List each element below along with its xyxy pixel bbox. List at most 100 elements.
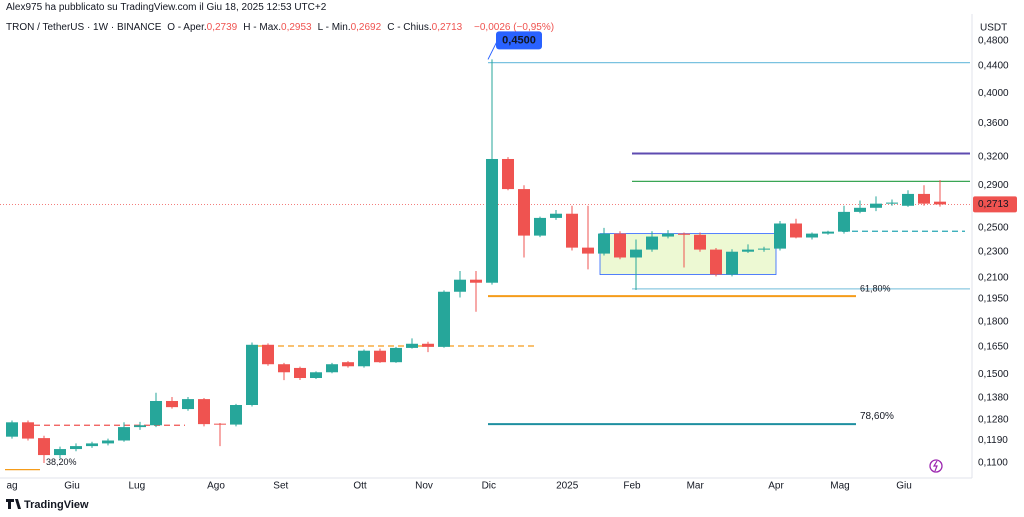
candle-body (710, 249, 722, 275)
candle-body (102, 440, 114, 444)
x-tick-label: Set (273, 481, 288, 492)
y-tick-label: 0,3600 (978, 118, 1009, 129)
y-tick-label: 0,1100 (978, 458, 1008, 469)
candle-body (406, 343, 418, 348)
icon-bolt (932, 460, 938, 472)
candle-body (854, 207, 866, 212)
candle-body (150, 400, 162, 426)
x-tick-label: Dic (482, 481, 496, 492)
legend-value: 0,2739 (206, 22, 238, 33)
y-tick-label: 0,1650 (978, 342, 1009, 353)
candle-body (326, 364, 338, 373)
candle-body (582, 247, 594, 254)
candle-body (182, 399, 194, 410)
candle-body (358, 350, 370, 367)
candle-body (646, 236, 658, 250)
legend-line: TRON / TetherUS · 1W · BINANCE O - Aper.… (6, 22, 557, 33)
y-tick-label: 0,2300 (978, 246, 1009, 257)
candle-body (6, 422, 18, 437)
y-tick-label: 0,4800 (978, 36, 1009, 47)
candle-body (534, 217, 546, 236)
candle-body (502, 158, 514, 190)
candle-body (870, 203, 882, 208)
candle-body (726, 251, 738, 275)
legend-name: O - Aper. (167, 22, 207, 33)
candle-body (230, 404, 242, 425)
candle-body (742, 249, 754, 252)
candle-body (902, 193, 914, 206)
callout-line (487, 41, 498, 60)
candle-body (662, 233, 674, 237)
candle-body (134, 425, 146, 428)
candle-body (886, 202, 898, 204)
candle-body (550, 213, 562, 218)
x-tick-label: Apr (768, 481, 784, 492)
candle-body (470, 279, 482, 283)
candle-body (310, 372, 322, 379)
y-tick-label: 0,1380 (978, 393, 1009, 404)
candle-body (678, 233, 690, 235)
x-tick-label: 2025 (556, 481, 579, 492)
candle-body (246, 344, 258, 405)
symbol-title: TRON / TetherUS · 1W · BINANCE (6, 22, 162, 33)
ohlc-legend: O - Aper.0,2739 H - Max.0,2953 L - Min. 0,2… (167, 22, 468, 33)
legend-name: C - Chius. (387, 22, 432, 33)
candle-body (166, 400, 178, 408)
candle-body (598, 233, 610, 254)
candle-body (70, 446, 82, 450)
legend-name: H - Max. (243, 22, 282, 33)
y-tick-label: 0,2500 (978, 222, 1009, 233)
candle-body (118, 427, 130, 441)
candle-body (342, 362, 354, 367)
callout-box (496, 31, 542, 50)
y-tick-label: 0,1800 (978, 317, 1009, 328)
candle-body (614, 233, 626, 258)
candle-body (262, 344, 274, 365)
x-tick-label: Giu (64, 481, 80, 492)
callout-label: 0,4500 (502, 34, 536, 46)
y-tick-label: 0,1500 (978, 369, 1009, 380)
candle-body (934, 201, 946, 205)
candle-body (22, 422, 34, 439)
candle-body (630, 249, 642, 258)
x-tick-label: Ago (207, 481, 225, 492)
x-tick-label: Mar (687, 481, 705, 492)
level-label: 38,20% (46, 457, 77, 467)
candle-body (694, 234, 706, 250)
y-tick-label: 0,2100 (978, 272, 1009, 283)
candle-body (38, 438, 50, 456)
candle-body (822, 231, 834, 234)
candle-body (486, 158, 498, 283)
legend-value: 0,2953 (281, 22, 312, 33)
x-tick-label: Mag (830, 481, 849, 492)
icon[interactable] (929, 459, 943, 473)
candle-body (566, 213, 578, 248)
candle-body (214, 423, 226, 425)
candle-body (294, 367, 306, 379)
axis-unit: USDT (980, 23, 1007, 34)
brand: TradingView (24, 499, 89, 511)
y-tick-label: 0,2900 (978, 180, 1009, 191)
y-tick-label: 0,4400 (978, 61, 1009, 72)
candle-body (374, 350, 386, 363)
candle-body (838, 211, 850, 232)
candle-body (454, 279, 466, 292)
last-price-label: 0,2713 (978, 199, 1009, 210)
level-label: 78,60% (860, 411, 894, 422)
candle-body (278, 364, 290, 373)
legend-value: 0,2713 (431, 22, 463, 33)
candle-body (422, 343, 434, 347)
x-tick-label: ag (6, 481, 17, 492)
x-tick-label: Giu (896, 481, 912, 492)
publisher-line: Alex975 ha pubblicato su TradingView.com… (6, 2, 327, 13)
y-tick-label: 0,4000 (978, 88, 1009, 99)
x-tick-label: Ott (353, 481, 367, 492)
candle-body (790, 223, 802, 238)
legend-name: L - Min. (317, 22, 351, 33)
candle-body (86, 443, 98, 447)
candle-body (438, 291, 450, 347)
candle-body (758, 248, 770, 250)
x-tick-label: Lug (128, 481, 145, 492)
candle-body (54, 449, 66, 456)
